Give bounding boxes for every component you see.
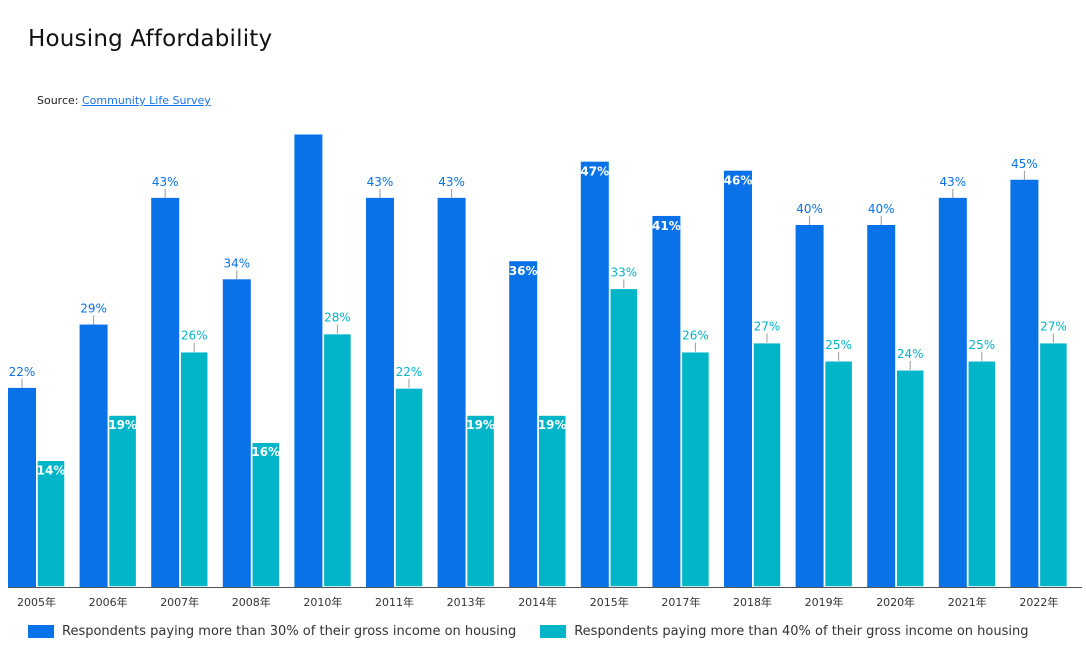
data-label-s2-9: 26% <box>682 329 709 343</box>
legend-label-series-1: Respondents paying more than 30% of thei… <box>62 624 517 639</box>
x-tick-label-14: 2022年 <box>1019 595 1058 609</box>
data-label-s2-13: 25% <box>968 338 995 352</box>
bar-s1-4[interactable] <box>294 134 323 588</box>
data-label-s1-1: 29% <box>80 302 107 316</box>
data-label-s2-11: 25% <box>825 338 852 352</box>
data-label-s1-6: 43% <box>438 175 465 189</box>
data-label-s1-10: 46% <box>724 174 753 188</box>
x-tick-label-7: 2014年 <box>518 595 557 609</box>
legend: Respondents paying more than 30% of thei… <box>28 624 1052 639</box>
bar-s2-3[interactable] <box>251 441 281 588</box>
bar-s2-8[interactable] <box>609 287 639 588</box>
bar-s2-1[interactable] <box>107 414 138 588</box>
data-label-s2-2: 26% <box>181 329 208 343</box>
data-label-s2-4: 28% <box>324 311 351 325</box>
data-label-s2-12: 24% <box>897 347 924 361</box>
data-label-s1-9: 41% <box>652 219 681 233</box>
source-link[interactable]: Community Life Survey <box>81 94 211 107</box>
bar-s2-0[interactable] <box>36 459 66 588</box>
x-tick-label-10: 2018年 <box>733 595 772 609</box>
x-tick-label-1: 2006年 <box>89 595 128 609</box>
data-label-s1-14: 45% <box>1011 157 1038 171</box>
data-label-s2-10: 27% <box>754 320 781 334</box>
bar-s2-6[interactable] <box>465 414 496 588</box>
data-label-s1-0: 22% <box>9 365 36 379</box>
legend-item-series-1[interactable]: Respondents paying more than 30% of thei… <box>28 624 516 639</box>
data-label-s1-3: 34% <box>223 256 250 270</box>
data-label-s2-14: 27% <box>1040 320 1067 334</box>
data-label-s2-3: 16% <box>251 445 280 459</box>
bar-s1-8[interactable] <box>580 161 609 587</box>
data-label-s1-13: 43% <box>939 175 966 189</box>
legend-label-series-2: Respondents paying more than 40% of thei… <box>574 624 1029 639</box>
x-tick-label-6: 2013年 <box>447 595 486 609</box>
x-tick-label-3: 2008年 <box>232 595 271 609</box>
bar-s1-11[interactable] <box>795 225 824 587</box>
bar-s1-7[interactable] <box>509 261 538 587</box>
data-label-s2-7: 19% <box>538 418 567 432</box>
bar-s1-10[interactable] <box>724 170 752 587</box>
bar-s1-1[interactable] <box>79 324 108 587</box>
x-tick-label-9: 2017年 <box>661 595 700 609</box>
bar-s1-2[interactable] <box>151 197 180 587</box>
bar-s1-6[interactable] <box>437 197 466 587</box>
bar-s2-7[interactable] <box>537 414 567 588</box>
x-tick-label-2: 2007年 <box>160 595 199 609</box>
legend-swatch-series-1 <box>28 625 54 638</box>
legend-swatch-series-2 <box>540 625 567 638</box>
bar-s1-0[interactable] <box>8 387 36 587</box>
legend-item-series-2[interactable]: Respondents paying more than 40% of thei… <box>540 624 1028 639</box>
data-label-s1-12: 40% <box>868 202 895 216</box>
data-label-s1-8: 47% <box>580 165 609 179</box>
x-tick-label-4: 2010年 <box>303 595 342 609</box>
chart-title: Housing Affordability <box>28 26 273 52</box>
bar-s2-9[interactable] <box>680 350 711 588</box>
bar-s1-5[interactable] <box>366 197 394 587</box>
x-tick-label-13: 2021年 <box>948 595 987 609</box>
data-label-s1-11: 40% <box>796 202 823 216</box>
bar-s2-14[interactable] <box>1038 341 1069 588</box>
bar-s1-13[interactable] <box>938 197 967 587</box>
bar-s2-13[interactable] <box>967 360 997 588</box>
bar-s1-14[interactable] <box>1010 179 1039 587</box>
x-tick-label-5: 2011年 <box>375 595 414 609</box>
data-label-s2-6: 19% <box>466 418 495 432</box>
data-label-s1-2: 43% <box>152 175 179 189</box>
data-label-s1-7: 36% <box>509 264 538 278</box>
bar-s2-2[interactable] <box>179 350 209 588</box>
bar-s2-12[interactable] <box>895 369 925 588</box>
data-label-s2-5: 22% <box>396 365 423 379</box>
data-label-s2-8: 33% <box>610 265 637 279</box>
bar-s1-12[interactable] <box>867 225 896 587</box>
bar-s1-9[interactable] <box>652 215 681 587</box>
bar-chart: 22% 14% 2005年 29% 19% 2006年 43% 26% 2007年 34% 16% 2… <box>8 134 1082 609</box>
source-note: Source: Community Life Survey <box>37 94 211 107</box>
bar-s2-11[interactable] <box>823 360 854 588</box>
bar-s2-10[interactable] <box>752 341 782 588</box>
source-prefix: Source: <box>37 94 82 107</box>
x-tick-label-8: 2015年 <box>590 595 629 609</box>
x-tick-label-0: 2005年 <box>17 595 56 609</box>
data-label-s1-5: 43% <box>367 175 394 189</box>
data-label-s2-0: 14% <box>37 463 66 477</box>
x-tick-label-11: 2019年 <box>805 595 844 609</box>
x-tick-label-12: 2020年 <box>876 595 915 609</box>
data-label-s2-1: 19% <box>108 418 137 432</box>
bar-s2-5[interactable] <box>394 387 424 588</box>
bar-s1-3[interactable] <box>222 279 251 587</box>
bar-s2-4[interactable] <box>322 332 353 588</box>
